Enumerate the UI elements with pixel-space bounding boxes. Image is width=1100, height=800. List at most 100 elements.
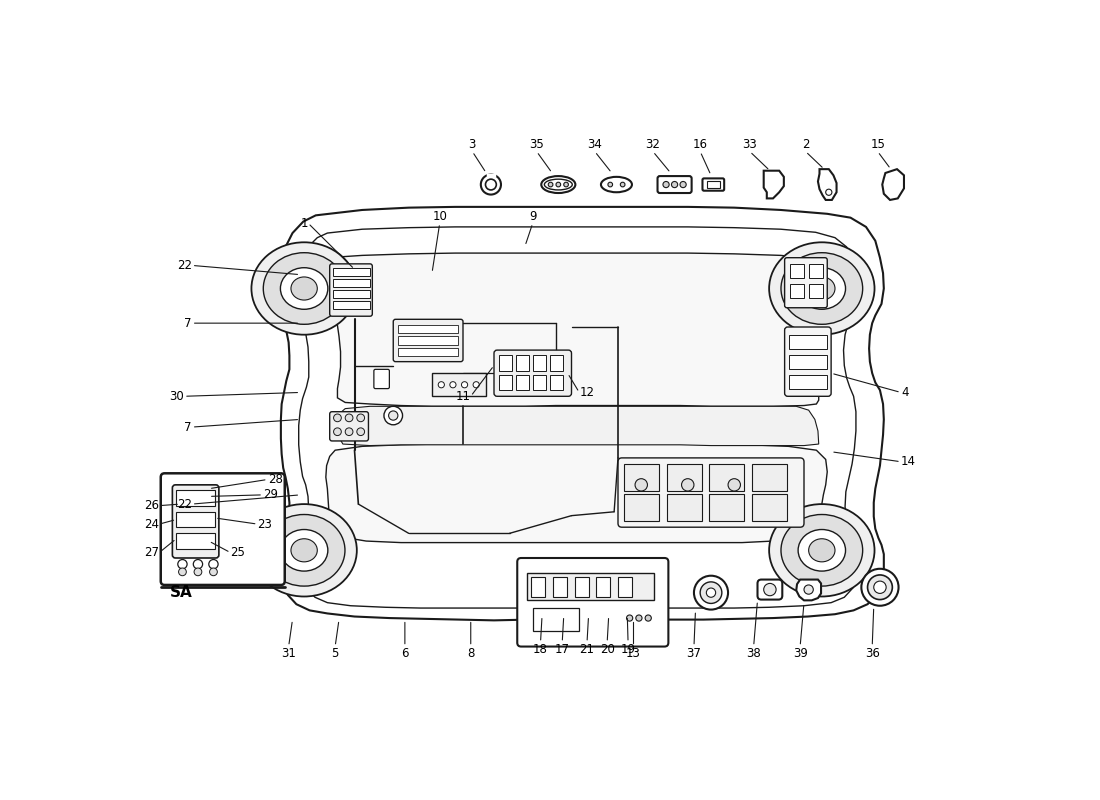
Bar	[527, 574, 654, 600]
Text: 4: 4	[901, 386, 909, 399]
Bar	[176, 490, 214, 506]
Ellipse shape	[781, 253, 862, 324]
Ellipse shape	[808, 277, 835, 300]
Text: 11: 11	[455, 390, 471, 403]
Circle shape	[356, 428, 364, 435]
FancyBboxPatch shape	[658, 176, 692, 193]
Text: eurospares: eurospares	[282, 241, 459, 305]
Bar	[516, 374, 529, 390]
FancyBboxPatch shape	[784, 327, 832, 396]
Circle shape	[763, 583, 777, 596]
Ellipse shape	[601, 177, 631, 192]
Ellipse shape	[280, 530, 328, 571]
Bar	[790, 264, 804, 278]
Circle shape	[210, 568, 218, 576]
Ellipse shape	[252, 242, 356, 334]
Bar	[333, 301, 370, 309]
Circle shape	[804, 585, 813, 594]
Circle shape	[209, 559, 218, 569]
Text: eurospares: eurospares	[359, 472, 537, 536]
Bar	[624, 494, 659, 521]
Text: 36: 36	[865, 646, 880, 659]
Text: 20: 20	[600, 642, 615, 656]
Text: eurospares: eurospares	[630, 241, 807, 305]
Circle shape	[548, 182, 553, 187]
Bar	[667, 464, 702, 491]
FancyBboxPatch shape	[374, 370, 389, 389]
Circle shape	[194, 568, 201, 576]
Text: 14: 14	[901, 455, 916, 468]
FancyBboxPatch shape	[618, 458, 804, 527]
Text: 5: 5	[331, 646, 339, 659]
Ellipse shape	[541, 176, 575, 193]
Circle shape	[706, 588, 716, 598]
Text: 26: 26	[144, 499, 159, 512]
FancyBboxPatch shape	[703, 178, 724, 190]
Circle shape	[473, 382, 480, 388]
Bar	[790, 284, 804, 298]
Circle shape	[826, 189, 832, 195]
Text: 21: 21	[580, 642, 594, 656]
Text: SA: SA	[170, 585, 192, 600]
Ellipse shape	[263, 253, 345, 324]
Ellipse shape	[769, 242, 875, 334]
Polygon shape	[280, 207, 883, 620]
Text: 3: 3	[469, 138, 476, 151]
Bar	[789, 334, 827, 349]
Text: 25: 25	[231, 546, 245, 559]
Bar	[624, 464, 659, 491]
Circle shape	[663, 182, 669, 188]
Text: 12: 12	[580, 386, 594, 399]
Text: 39: 39	[793, 646, 807, 659]
Ellipse shape	[799, 268, 846, 310]
FancyBboxPatch shape	[784, 258, 827, 308]
Text: 35: 35	[529, 138, 544, 151]
Bar	[333, 290, 370, 298]
Ellipse shape	[263, 514, 345, 586]
Circle shape	[700, 582, 722, 603]
Text: eurospares: eurospares	[514, 387, 692, 451]
FancyBboxPatch shape	[330, 412, 369, 441]
Bar	[398, 348, 459, 356]
Bar	[550, 355, 563, 371]
Polygon shape	[818, 169, 837, 200]
Bar	[532, 374, 546, 390]
Ellipse shape	[544, 179, 572, 190]
Circle shape	[636, 615, 642, 621]
Text: 24: 24	[144, 518, 159, 530]
Circle shape	[438, 382, 444, 388]
Bar	[596, 578, 611, 597]
Text: 38: 38	[746, 646, 761, 659]
Circle shape	[481, 174, 500, 194]
Bar	[618, 578, 631, 597]
Text: 37: 37	[686, 646, 702, 659]
FancyBboxPatch shape	[330, 264, 372, 316]
Circle shape	[627, 615, 632, 621]
Circle shape	[345, 428, 353, 435]
Text: 22: 22	[177, 498, 191, 510]
Circle shape	[694, 576, 728, 610]
Polygon shape	[328, 253, 828, 406]
Text: 7: 7	[185, 421, 191, 434]
Circle shape	[645, 615, 651, 621]
Bar	[667, 494, 702, 521]
Text: 29: 29	[263, 488, 278, 502]
Text: 32: 32	[646, 138, 660, 151]
Bar	[333, 269, 370, 276]
Circle shape	[485, 179, 496, 190]
Circle shape	[388, 411, 398, 420]
Text: 30: 30	[169, 390, 184, 403]
Circle shape	[563, 182, 569, 187]
Circle shape	[345, 414, 353, 422]
Circle shape	[178, 568, 186, 576]
Text: 15: 15	[870, 138, 886, 151]
Bar	[398, 325, 459, 333]
Bar	[516, 355, 529, 371]
Bar	[808, 284, 823, 298]
Polygon shape	[796, 579, 821, 600]
Text: 2: 2	[802, 138, 810, 151]
Text: 8: 8	[468, 646, 474, 659]
Bar	[752, 464, 786, 491]
Text: 7: 7	[185, 317, 191, 330]
Ellipse shape	[808, 538, 835, 562]
